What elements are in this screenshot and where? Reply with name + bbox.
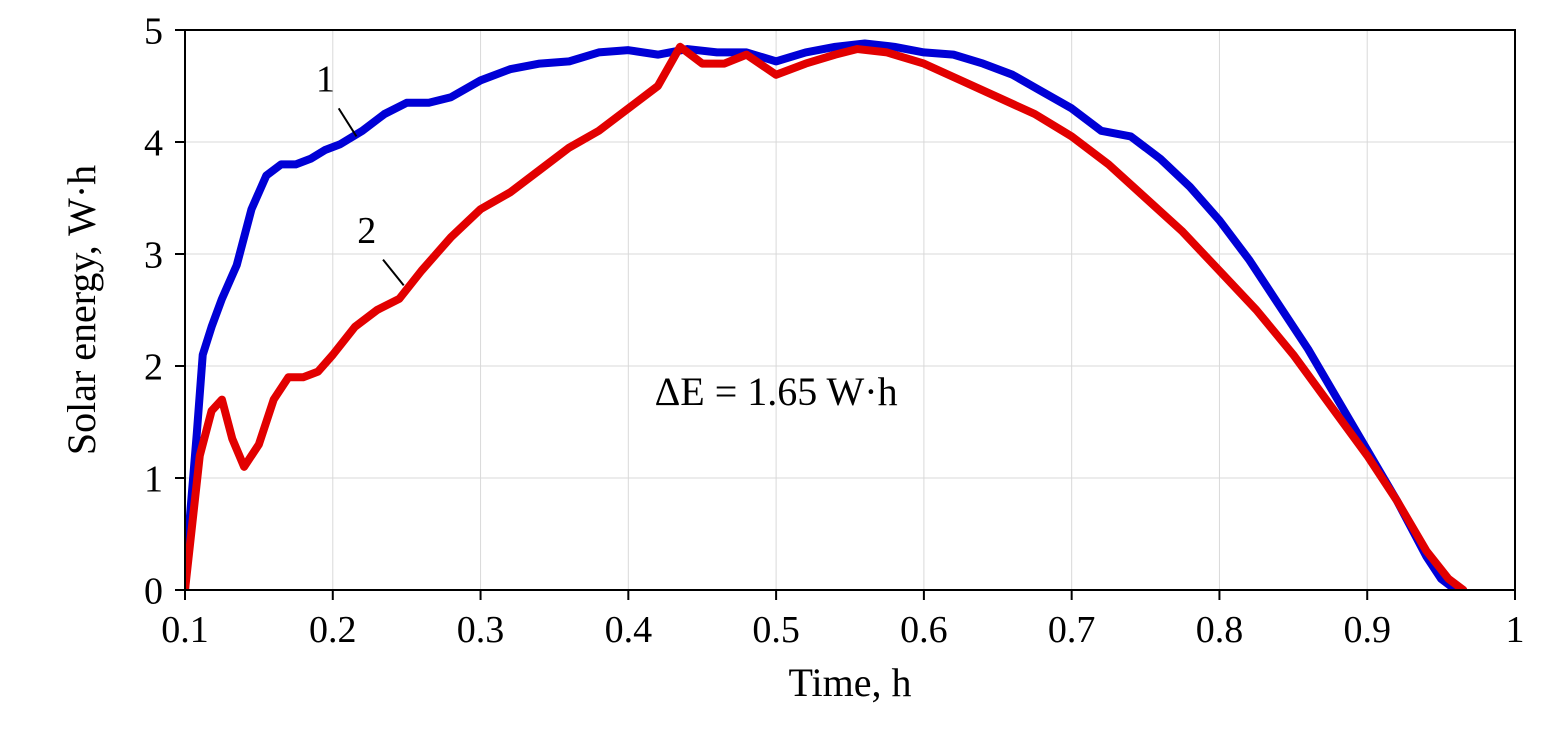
xtick-label: 0.7 xyxy=(1048,609,1096,651)
xtick-label: 0.5 xyxy=(752,609,800,651)
solar-energy-chart: 0.1 0.2 0.3 0.4 0.5 0.6 0.7 0.8 0.9 1 0 1 2 3 4 5 Time, … xyxy=(0,0,1559,741)
xtick-label: 0.2 xyxy=(309,609,357,651)
ytick-label: 5 xyxy=(144,10,163,52)
x-axis-label: Time, h xyxy=(788,660,911,705)
xtick-label: 0.9 xyxy=(1343,609,1391,651)
callout-label-1: 1 xyxy=(316,59,335,101)
ytick-label: 3 xyxy=(144,234,163,276)
ytick-label: 4 xyxy=(144,122,163,164)
ytick-label: 2 xyxy=(144,346,163,388)
xtick-label: 0.6 xyxy=(900,609,948,651)
ytick-label: 1 xyxy=(144,458,163,500)
xtick-label: 0.3 xyxy=(457,609,505,651)
ytick-label: 0 xyxy=(144,570,163,612)
xtick-label: 0.8 xyxy=(1196,609,1244,651)
delta-e-annotation: ΔE = 1.65 W·h xyxy=(655,369,898,414)
callout-label-2: 2 xyxy=(357,210,376,252)
xtick-label: 1 xyxy=(1506,609,1525,651)
y-axis-label: Solar energy, W·h xyxy=(59,165,104,455)
xtick-label: 0.4 xyxy=(605,609,653,651)
chart-svg: 0.1 0.2 0.3 0.4 0.5 0.6 0.7 0.8 0.9 1 0 1 2 3 4 5 Time, … xyxy=(0,0,1559,741)
xtick-label: 0.1 xyxy=(161,609,209,651)
